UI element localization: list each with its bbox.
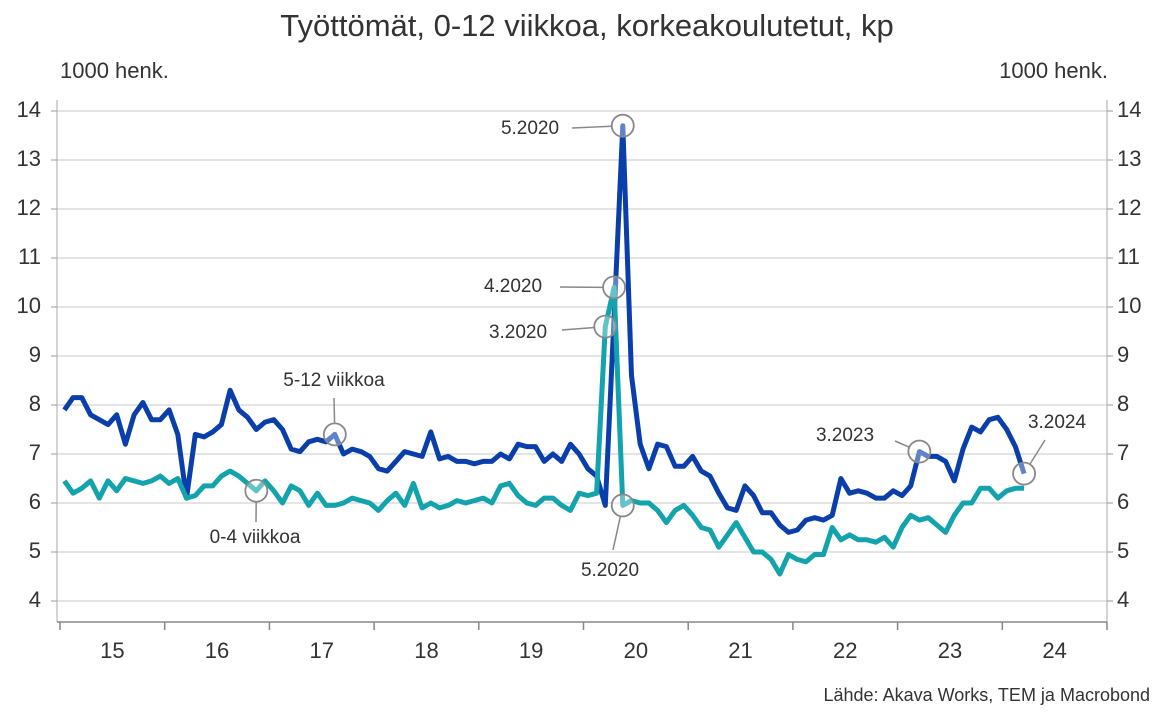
- y-tick-label: 7: [29, 440, 41, 465]
- x-tick-label: 19: [519, 638, 543, 663]
- annotation-leader: [334, 398, 335, 423]
- annotation-leader: [895, 441, 909, 447]
- source: Lähde: Akava Works, TEM ja Macrobond: [824, 685, 1151, 705]
- y-tick-label: 5: [29, 538, 41, 563]
- y-tick-label: 14: [17, 97, 41, 122]
- chart-title: Työttömät, 0-12 viikkoa, korkeakoulutetu…: [280, 8, 893, 43]
- x-tick-label: 24: [1042, 638, 1066, 663]
- y-tick-label: 11: [18, 244, 41, 269]
- y-tick-label: 4: [29, 587, 41, 612]
- annotation-leader: [572, 126, 612, 128]
- annotation-label: 3.2023: [816, 425, 874, 446]
- annotation-circle: [908, 441, 930, 463]
- annotation-circle: [245, 480, 267, 502]
- annotation-circle: [594, 316, 616, 338]
- y-tick-label: 13: [17, 146, 41, 171]
- annotation-circle: [603, 276, 625, 298]
- annotation-circle: [612, 115, 634, 137]
- y-tick-label: 12: [17, 195, 41, 220]
- annotation-circle: [324, 423, 346, 445]
- x-tick-label: 18: [414, 638, 438, 663]
- annotation-leader: [613, 516, 620, 550]
- annotation-circle: [1013, 463, 1035, 485]
- annotation-leader: [562, 327, 594, 330]
- x-tick-label: 23: [938, 638, 962, 663]
- annotation-label: 5.2020: [581, 560, 639, 581]
- annotation-leader: [1030, 440, 1045, 464]
- x-tick-label: 16: [205, 638, 229, 663]
- y2-tick-label: 14: [1117, 97, 1141, 122]
- y2-axis-label: 1000 henk.: [999, 58, 1108, 83]
- x-tick-label: 17: [310, 638, 334, 663]
- y2-tick-label: 5: [1117, 538, 1129, 563]
- y2-tick-label: 4: [1117, 587, 1129, 612]
- annotation-label: 4.2020: [484, 276, 542, 297]
- y-tick-label: 10: [17, 293, 41, 318]
- y2-tick-label: 10: [1117, 293, 1141, 318]
- x-tick-label: 15: [100, 638, 124, 663]
- y2-tick-label: 11: [1117, 244, 1140, 269]
- y-tick-label: 6: [29, 489, 41, 514]
- y2-tick-label: 12: [1117, 195, 1141, 220]
- x-tick-label: 21: [728, 638, 752, 663]
- y2-tick-label: 6: [1117, 489, 1129, 514]
- y2-tick-label: 7: [1117, 440, 1129, 465]
- y2-tick-label: 13: [1117, 146, 1141, 171]
- annotation-label: 0-4 viikkoa: [210, 527, 301, 548]
- annotation-circle: [612, 494, 634, 516]
- x-tick-label: 22: [833, 638, 857, 663]
- annotation-label: 5.2020: [501, 118, 559, 139]
- y2-tick-label: 8: [1117, 391, 1129, 416]
- y-tick-label: 8: [29, 391, 41, 416]
- annotation-label: 5-12 viikkoa: [283, 370, 385, 391]
- y-axis-label: 1000 henk.: [60, 58, 169, 83]
- annotation-label: 3.2024: [1028, 412, 1087, 433]
- y-tick-label: 9: [29, 342, 41, 367]
- x-tick-label: 20: [624, 638, 648, 663]
- y2-tick-label: 9: [1117, 342, 1129, 367]
- annotation-label: 3.2020: [489, 322, 547, 343]
